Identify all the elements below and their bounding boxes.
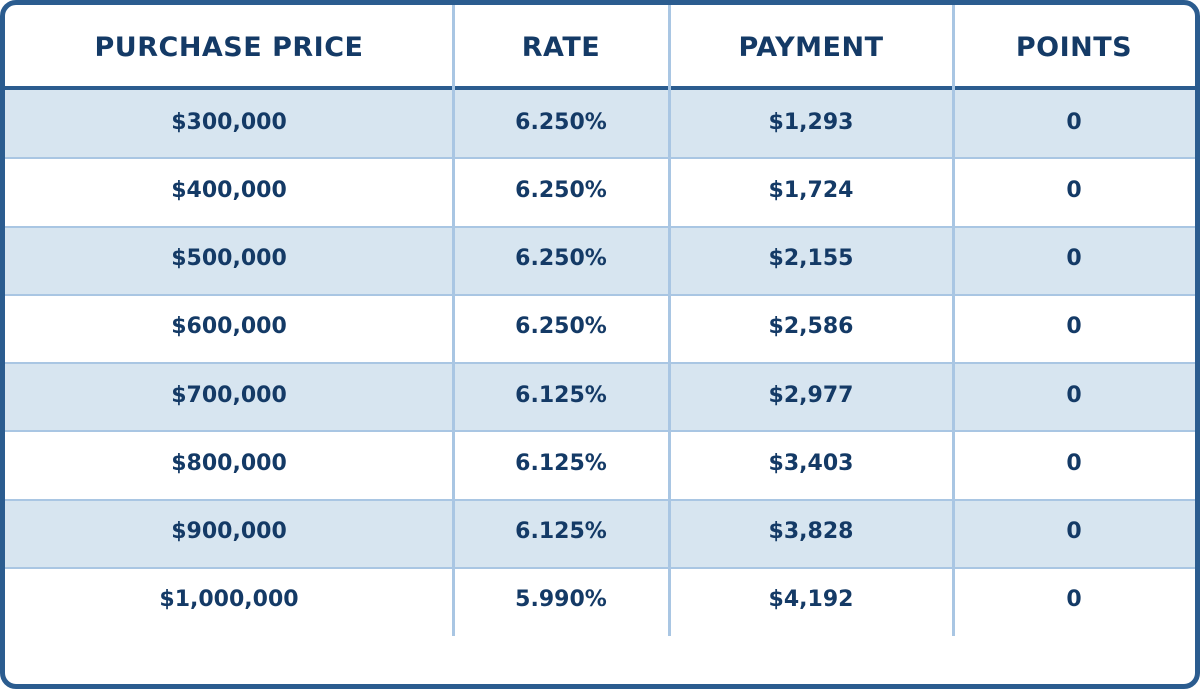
row-plain: [5, 158, 1195, 227]
row-plain: [5, 431, 1195, 500]
table-cell: $1,724: [768, 177, 854, 203]
column-header: PURCHASE PRICE: [94, 32, 364, 63]
table-cell: $2,155: [768, 246, 854, 272]
table-cell: 0: [1066, 314, 1082, 340]
table-cell: $600,000: [171, 314, 287, 340]
column-header: POINTS: [1015, 32, 1133, 63]
row-plain: [5, 567, 1195, 636]
row-divider: [5, 362, 1195, 364]
table-cell: $800,000: [171, 450, 287, 476]
table-cell: $400,000: [171, 177, 287, 203]
table-cell: $300,000: [171, 109, 287, 135]
row-divider: [5, 430, 1195, 433]
table-cell: 6.250%: [515, 177, 607, 203]
table-cell: 6.125%: [515, 382, 607, 408]
table-cell: $2,977: [768, 382, 854, 408]
table-cell: $3,828: [768, 519, 854, 545]
table-cell: $2,586: [768, 314, 854, 340]
row-shaded: [5, 90, 1195, 159]
table-cell: 6.250%: [515, 109, 607, 135]
table-cell: $1,000,000: [159, 587, 299, 613]
table-cell: 6.125%: [515, 450, 607, 476]
header-divider: [5, 86, 1195, 90]
row-divider: [5, 157, 1195, 160]
table-cell: $900,000: [171, 519, 287, 545]
table-cell: 0: [1066, 177, 1082, 203]
row-divider: [5, 293, 1195, 296]
row-divider: [5, 225, 1195, 228]
table-cell: 0: [1066, 382, 1082, 408]
table-cell: $500,000: [171, 246, 287, 272]
row-shaded: [5, 363, 1195, 432]
table-cell: 6.125%: [515, 519, 607, 545]
column-divider: [451, 5, 455, 636]
table-cell: $700,000: [171, 382, 287, 408]
table-cell: 0: [1066, 246, 1082, 272]
table-cell: $1,293: [768, 109, 854, 135]
row-divider: [5, 498, 1195, 501]
table-cell: 0: [1066, 450, 1082, 476]
table-cell: $3,403: [768, 450, 854, 476]
row-divider: [5, 566, 1195, 569]
table-cell: 5.990%: [515, 587, 607, 613]
table-cell: 6.250%: [515, 314, 607, 340]
column-divider: [951, 5, 955, 636]
row-shaded: [5, 499, 1195, 568]
column-header: PAYMENT: [738, 32, 884, 63]
table-cell: $4,192: [768, 587, 854, 613]
table-cell: 0: [1066, 519, 1082, 545]
row-shaded: [5, 226, 1195, 295]
row-plain: [5, 294, 1195, 363]
table-cell: 6.250%: [515, 246, 607, 272]
column-header: RATE: [521, 32, 601, 63]
table-cell: 0: [1066, 109, 1082, 135]
column-divider: [667, 5, 671, 636]
table-cell: 0: [1066, 587, 1082, 613]
